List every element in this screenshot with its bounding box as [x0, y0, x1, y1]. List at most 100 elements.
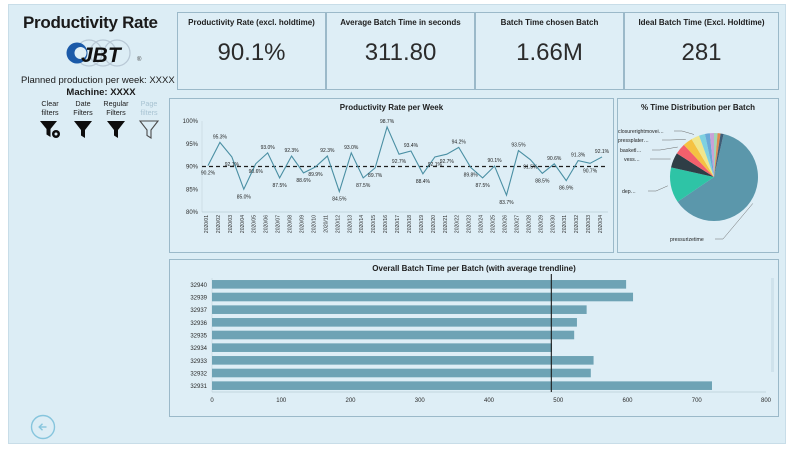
pie-chart-plot: pressurizetime dep… vess… basketl… pressplat… [618, 129, 758, 243]
svg-text:2020/03: 2020/03 [228, 215, 234, 233]
svg-text:32939: 32939 [190, 296, 207, 302]
svg-text:2020/07: 2020/07 [276, 215, 282, 233]
svg-text:500: 500 [553, 398, 564, 404]
page-filters-button[interactable]: Page filters [132, 99, 166, 144]
svg-text:92.7%: 92.7% [392, 159, 407, 165]
svg-text:2020/24: 2020/24 [479, 215, 485, 233]
kpi-value: 90.1% [217, 39, 286, 66]
svg-text:800: 800 [761, 398, 772, 404]
svg-text:32937: 32937 [190, 308, 207, 314]
funnel-icon [99, 119, 133, 144]
svg-text:93.5%: 93.5% [511, 143, 526, 149]
svg-text:vess…: vess… [624, 157, 640, 163]
svg-text:84.5%: 84.5% [332, 197, 347, 203]
svg-text:2020/20: 2020/20 [431, 215, 437, 233]
svg-text:basketl…: basketl… [620, 148, 642, 154]
page-filters-label-2: filters [140, 107, 158, 117]
back-button[interactable] [29, 413, 57, 441]
date-filters-label-1: Date [75, 99, 91, 108]
svg-text:80%: 80% [186, 210, 199, 216]
kpi-title: Productivity Rate (excl. holdtime) [188, 18, 315, 27]
svg-text:83.7%: 83.7% [499, 200, 514, 206]
svg-text:400: 400 [484, 398, 495, 404]
svg-text:2020/31: 2020/31 [562, 215, 568, 233]
svg-text:32931: 32931 [190, 384, 207, 390]
svg-text:2020/33: 2020/33 [586, 215, 592, 233]
jbt-logo: JBT ® [51, 37, 161, 69]
svg-text:91.5%: 91.5% [523, 165, 538, 171]
svg-text:90.1%: 90.1% [487, 158, 502, 164]
svg-text:2020/05: 2020/05 [252, 215, 258, 233]
kpi-value: 311.80 [364, 39, 437, 66]
back-arrow-icon [30, 414, 56, 440]
kpi-title: Batch Time chosen Batch [500, 18, 599, 27]
svg-text:2020/32: 2020/32 [574, 215, 580, 233]
svg-text:89.9%: 89.9% [308, 172, 323, 178]
svg-text:92.1%: 92.1% [428, 162, 443, 168]
svg-text:90%: 90% [186, 165, 199, 171]
svg-text:32936: 32936 [190, 321, 207, 327]
svg-text:93.0%: 93.0% [344, 145, 359, 151]
svg-text:32934: 32934 [190, 346, 207, 352]
svg-text:2020/11: 2020/11 [323, 215, 329, 233]
svg-text:90.7%: 90.7% [583, 168, 598, 174]
svg-text:87.5%: 87.5% [356, 183, 371, 189]
planned-production-label: Planned production per week: XXXX [21, 75, 175, 86]
funnel-icon [66, 119, 100, 144]
machine-label: Machine: XXXX [66, 87, 136, 98]
svg-text:2020/08: 2020/08 [288, 215, 294, 233]
pie-chart-time-distribution[interactable]: % Time Distribution per Batch pressurize… [617, 98, 779, 253]
svg-text:2020/26: 2020/26 [503, 215, 509, 233]
kpi-card-average-batch-time[interactable]: Average Batch Time in seconds 311.80 [326, 12, 475, 90]
kpi-card-ideal-batch-time[interactable]: Ideal Batch Time (Excl. Holdtime) 281 [624, 12, 779, 90]
regular-filters-label-1: Regular [103, 99, 129, 108]
kpi-title: Average Batch Time in seconds [340, 18, 461, 27]
kpi-card-batch-time-chosen[interactable]: Batch Time chosen Batch 1.66M [475, 12, 624, 90]
svg-text:92.7%: 92.7% [440, 159, 455, 165]
svg-text:91.3%: 91.3% [571, 153, 586, 159]
svg-text:2020/27: 2020/27 [514, 215, 520, 233]
svg-text:2020/18: 2020/18 [407, 215, 413, 233]
chart-title: % Time Distribution per Batch [640, 103, 756, 112]
svg-text:closurerightmovei…: closurerightmovei… [618, 129, 664, 135]
svg-text:2020/22: 2020/22 [455, 215, 461, 233]
header-panel: Productivity Rate JBT ® Planned producti… [11, 7, 175, 167]
svg-text:2020/19: 2020/19 [419, 215, 425, 233]
page-filters-label-1: Page [140, 99, 158, 108]
svg-text:2020/30: 2020/30 [550, 215, 556, 233]
svg-text:93.4%: 93.4% [404, 143, 419, 149]
line-chart-plot: 80% 85% 90% 95% 100% 90.2% 95.3% 92.1% 85.0% 90.6… [183, 119, 610, 233]
svg-text:89.8%: 89.8% [464, 172, 479, 178]
regular-filters-button[interactable]: Regular Filters [99, 99, 133, 144]
svg-text:88.5%: 88.5% [535, 178, 550, 184]
chart-title: Overall Batch Time per Batch (with avera… [372, 264, 576, 273]
svg-text:98.7%: 98.7% [380, 119, 395, 125]
svg-text:2020/02: 2020/02 [216, 215, 222, 233]
svg-text:32933: 32933 [190, 359, 207, 365]
svg-text:90.6%: 90.6% [249, 169, 264, 175]
svg-text:92.1%: 92.1% [595, 149, 610, 155]
kpi-card-productivity-rate[interactable]: Productivity Rate (excl. holdtime) 90.1% [177, 12, 326, 90]
chart-title: Productivity Rate per Week [339, 103, 444, 112]
svg-text:2020/29: 2020/29 [538, 215, 544, 233]
svg-text:93.0%: 93.0% [261, 145, 276, 151]
svg-text:92.3%: 92.3% [320, 148, 335, 154]
date-filters-label-2: Filters [73, 107, 93, 117]
svg-text:2020/06: 2020/06 [264, 215, 270, 233]
svg-text:95%: 95% [186, 142, 199, 148]
svg-text:2020/04: 2020/04 [240, 215, 246, 233]
bar-chart-overall-batch-time[interactable]: Overall Batch Time per Batch (with avera… [169, 259, 779, 417]
clear-filters-button[interactable]: Clear filters [33, 99, 67, 144]
svg-text:2020/12: 2020/12 [335, 215, 341, 233]
date-filters-button[interactable]: Date Filters [66, 99, 100, 144]
svg-text:88.6%: 88.6% [296, 178, 311, 184]
svg-text:600: 600 [622, 398, 633, 404]
bar-chart-plot: 32940 32939 32937 32936 32935 32934 32933 32932… [190, 274, 774, 404]
svg-text:2020/23: 2020/23 [467, 215, 473, 233]
svg-text:94.2%: 94.2% [452, 139, 467, 145]
svg-text:pressplater…: pressplater… [618, 138, 649, 144]
svg-text:2020/01: 2020/01 [204, 215, 210, 233]
clear-filters-label-2: filters [41, 107, 59, 117]
line-chart-productivity-per-week[interactable]: Productivity Rate per Week 80% 85% 90% 95% 1… [169, 98, 614, 253]
svg-text:100: 100 [276, 398, 287, 404]
